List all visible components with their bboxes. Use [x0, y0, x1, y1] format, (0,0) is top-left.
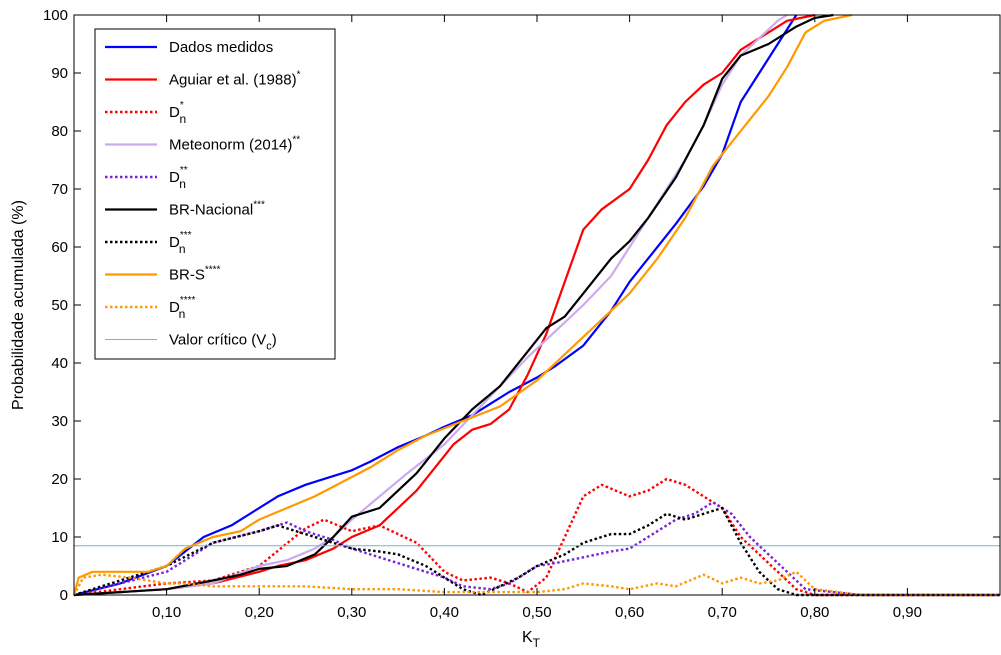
legend-label-5: BR-Nacional***	[169, 200, 265, 219]
x-tick-label: 0,90	[893, 604, 922, 621]
x-tick-label: 0,10	[152, 604, 181, 621]
legend-label-2: D* n	[169, 100, 186, 126]
legend-label-9: Valor crítico (Vc)	[169, 332, 277, 353]
y-tick-label: 20	[51, 471, 68, 488]
series-line-6	[73, 506, 1000, 597]
series-line-1	[73, 13, 816, 597]
legend-label-3: Meteonorm (2014)**	[169, 135, 300, 154]
y-tick-label: 100	[43, 7, 68, 24]
legend-label-0: Dados medidos	[169, 39, 273, 56]
y-tick-label: 40	[51, 355, 68, 372]
x-tick-label: 0,30	[337, 604, 366, 621]
x-tick-label: 0,20	[245, 604, 274, 621]
x-tick-label: 0,50	[522, 604, 551, 621]
y-tick-label: 10	[51, 529, 68, 546]
legend: Dados medidos Aguiar et al. (1988)* D* n Met…	[94, 28, 336, 360]
legend-label-4: D** n	[169, 165, 188, 191]
legend-box	[94, 28, 336, 360]
x-tick-label: 0,80	[800, 604, 829, 621]
y-tick-label: 70	[51, 181, 68, 198]
series-line-7	[72, 13, 853, 596]
axes-layer: 0,10 0,20 0,30 0,40 0,50 0,60 0,70 0,80 0,90 0 10 2…	[10, 7, 1001, 650]
series-line-4	[73, 501, 1000, 597]
y-tick-label: 0	[60, 587, 68, 604]
x-tick-label: 0,70	[708, 604, 737, 621]
y-tick-label: 50	[51, 297, 68, 314]
x-axis-label-main: K	[522, 629, 533, 646]
x-axis-label-subscript: T	[533, 636, 541, 650]
legend-label-6: D*** n	[169, 230, 192, 256]
legend-label-8: D**** n	[169, 295, 196, 321]
series-line-5	[73, 13, 834, 597]
y-tick-label: 90	[51, 65, 68, 82]
y-tick-label: 60	[51, 239, 68, 256]
y-tick-label: 30	[51, 413, 68, 430]
x-tick-label: 0,60	[615, 604, 644, 621]
legend-label-7: BR-S****	[169, 265, 221, 284]
legend-label-1: Aguiar et al. (1988)*	[169, 70, 301, 89]
x-tick-label: 0,40	[430, 604, 459, 621]
series-layer	[72, 13, 1000, 597]
y-axis-label: Probabilidade acumulada (%)	[10, 200, 27, 410]
y-tick-label: 80	[51, 123, 68, 140]
x-axis-label: KT	[522, 629, 541, 650]
